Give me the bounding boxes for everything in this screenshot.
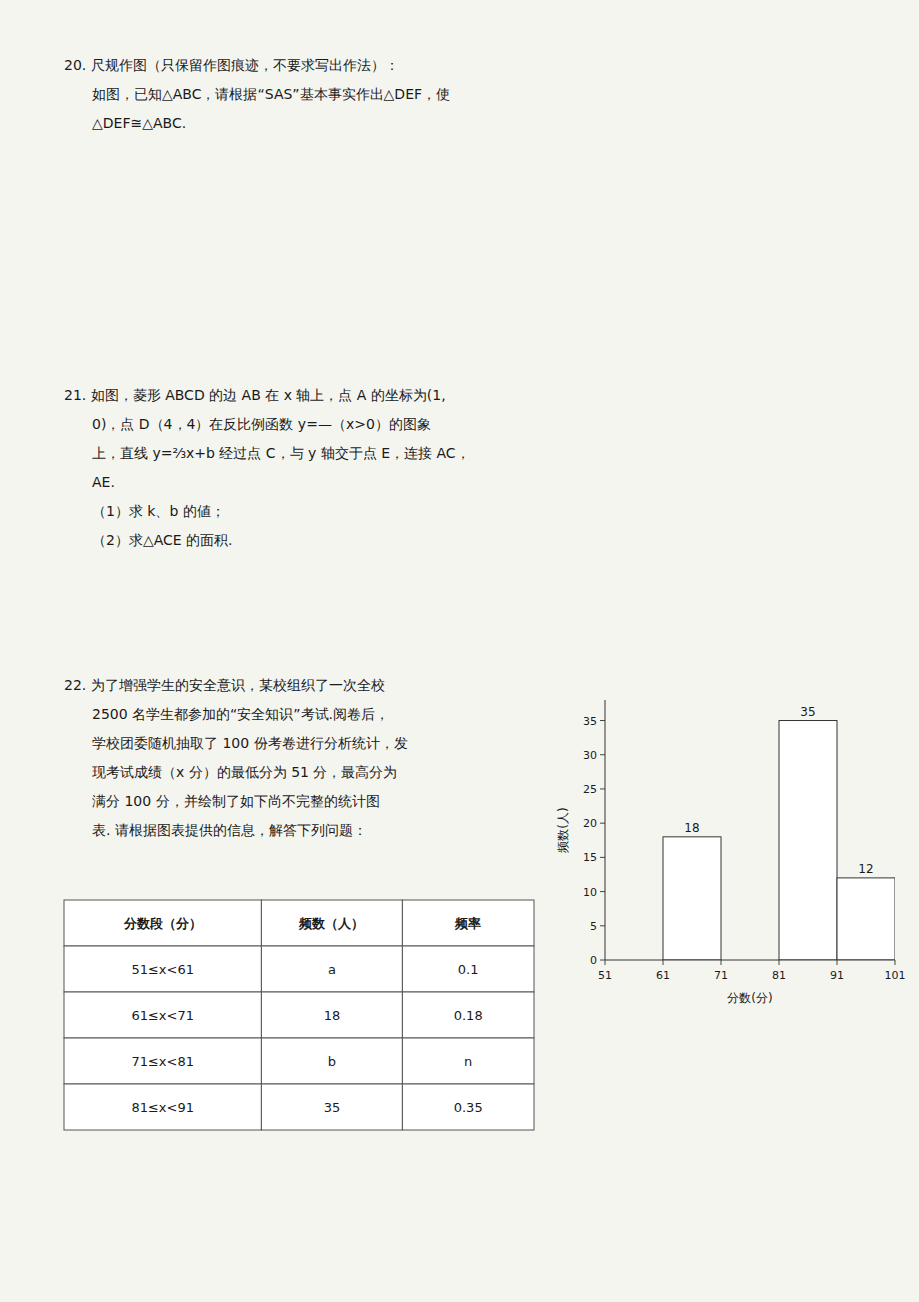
table-cell (402, 1084, 534, 1130)
y-tick-label: 30 (583, 749, 597, 762)
table-text: 35 (324, 1100, 341, 1115)
table-cell (64, 900, 261, 946)
annotation: 20. 尺规作图（只保留作图痕迹，不要求写出作法）： (64, 57, 399, 73)
annotation: 满分 100 分，并绘制了如下尚不完整的统计图 (92, 793, 380, 809)
histogram: 0 5 10 15 20 25 30 35 51 61 71 81 91 101 18 35 12 频数(人) 分数… (556, 700, 906, 1005)
x-tick-label: 51 (598, 969, 612, 982)
data-label: 35 (800, 705, 815, 719)
table-text: a (328, 962, 336, 977)
x-tick (721, 960, 722, 965)
table-cell (261, 946, 402, 992)
annotation: 2500 名学生都参加的“安全知识”考试.阅卷后， (92, 706, 389, 722)
annotation: 0)，点 D（4，4）在反比例函数 y=—（x>0）的图象 (92, 416, 431, 432)
data-label: 12 (858, 862, 873, 876)
table-header: 分数段（分） (123, 916, 202, 931)
y-tick (600, 925, 605, 926)
y-axis-line (605, 700, 606, 960)
annotation: 21. 如图，菱形 ABCD 的边 AB 在 x 轴上，点 A 的坐标为(1, (64, 387, 446, 403)
y-tick (600, 960, 605, 961)
table-text: 18 (324, 1008, 341, 1023)
annotation: △DEF≅△ABC. (92, 115, 186, 131)
y-tick-label: 5 (590, 920, 597, 933)
x-tick (663, 960, 664, 965)
x-tick-label: 101 (885, 969, 906, 982)
x-tick-label: 61 (656, 969, 670, 982)
bar (779, 721, 837, 960)
y-tick (600, 891, 605, 892)
data-label: 18 (684, 821, 699, 835)
annotation: 现考试成绩（x 分）的最低分为 51 分，最高分为 (92, 764, 397, 780)
annotation: 表. 请根据图表提供的信息，解答下列问题： (92, 822, 367, 838)
table-cell (402, 900, 534, 946)
table-cell (261, 1084, 402, 1130)
table: 分数段（分） 频数（人） 频率 51≤x<61 a 0.1 61≤x<71 18 0.18 71≤… (64, 900, 534, 1130)
y-tick (600, 823, 605, 824)
y-tick-label: 10 (583, 886, 597, 899)
x-tick (895, 960, 896, 965)
table-text: n (464, 1054, 472, 1069)
table-cell (402, 1038, 534, 1084)
annotation: 上，直线 y=²⁄₃x+b 经过点 C，与 y 轴交于点 E，连接 AC， (92, 445, 470, 461)
y-tick-label: 20 (583, 817, 597, 830)
bar (663, 837, 721, 960)
annotation: （1）求 k、b 的値； (92, 503, 225, 519)
y-tick-label: 35 (583, 715, 597, 728)
table-text: 61≤x<71 (131, 1008, 194, 1023)
table-text: 81≤x<91 (131, 1100, 194, 1115)
x-tick (605, 960, 606, 965)
x-axis-line (605, 960, 895, 961)
x-tick-label: 91 (830, 969, 844, 982)
table-text: 0.1 (458, 962, 479, 977)
table-header: 频数（人） (298, 916, 364, 931)
y-tick-label: 15 (583, 851, 597, 864)
table-header: 频率 (454, 916, 481, 931)
bar (837, 878, 895, 960)
x-tick-label: 71 (714, 969, 728, 982)
y-tick (600, 754, 605, 755)
x-axis-title: 分数(分) (727, 991, 772, 1005)
annotation: （2）求△ACE 的面积. (92, 532, 233, 548)
table-text: 51≤x<61 (131, 962, 194, 977)
annotation: 如图，已知△ABC，请根据“SAS”基本事实作出△DEF，使 (92, 86, 450, 102)
table-text: b (328, 1054, 336, 1069)
table-cell (64, 992, 261, 1038)
annotation: 22. 为了增强学生的安全意识，某校组织了一次全校 (64, 677, 385, 693)
y-axis-title: 频数(人) (556, 807, 570, 852)
y-tick-label: 25 (583, 783, 597, 796)
y-tick (600, 720, 605, 721)
table-cell (64, 1084, 261, 1130)
x-tick (779, 960, 780, 965)
y-tick-label: 0 (590, 954, 597, 967)
table-cell (402, 992, 534, 1038)
table-text: 0.35 (454, 1100, 483, 1115)
table-text: 0.18 (454, 1008, 483, 1023)
table-cell (64, 946, 261, 992)
question-text: 20. 尺规作图（只保留作图痕迹，不要求写出作法）： 如图，已知△ABC，请根据“… (64, 57, 470, 838)
bars (663, 721, 895, 960)
background (0, 0, 919, 1302)
table-cell (261, 900, 402, 946)
table-cell (64, 1038, 261, 1084)
table-cell (261, 1038, 402, 1084)
y-tick (600, 788, 605, 789)
annotation: AE. (92, 474, 115, 490)
x-tick (837, 960, 838, 965)
table-cell (261, 992, 402, 1038)
table-text: 71≤x<81 (131, 1054, 194, 1069)
page: 20. 尺规作图（只保留作图痕迹，不要求写出作法）： 如图，已知△ABC，请根据“… (0, 0, 919, 1302)
table-cell (402, 946, 534, 992)
y-tick (600, 857, 605, 858)
x-tick-label: 81 (772, 969, 786, 982)
annotation: 学校团委随机抽取了 100 份考卷进行分析统计，发 (92, 735, 408, 751)
